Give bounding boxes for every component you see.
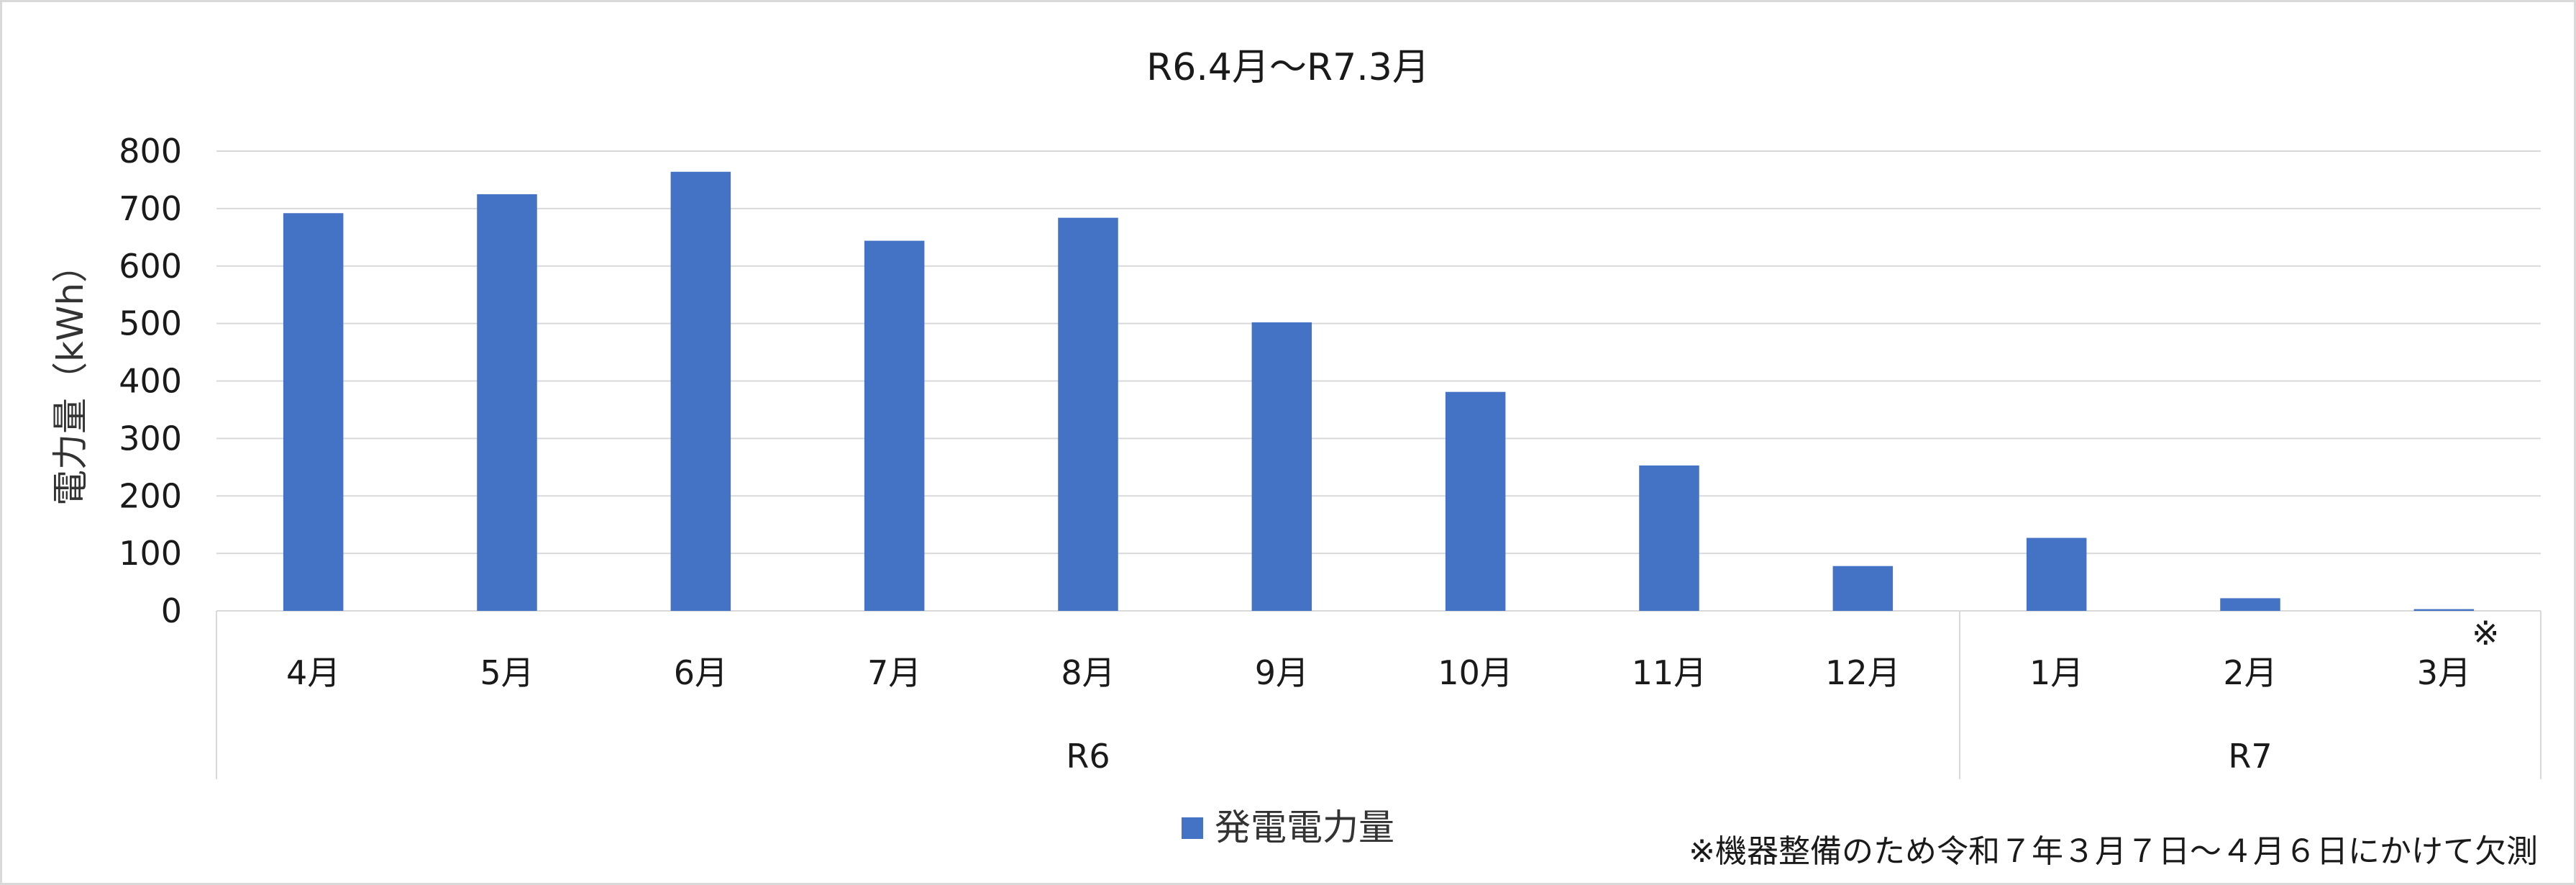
x-tick-label: 8月 (1061, 653, 1115, 692)
y-tick-label: 500 (119, 304, 182, 343)
bar (864, 240, 925, 612)
bar (1251, 322, 1312, 611)
bar (1832, 566, 1894, 611)
legend-label: 発電電力量 (1215, 807, 1394, 848)
bar (283, 213, 344, 611)
bar (2220, 598, 2280, 611)
x-group-label: R7 (2228, 737, 2272, 776)
y-tick-label: 200 (119, 476, 182, 515)
y-tick-label: 0 (161, 591, 182, 630)
chart-title: R6.4月～R7.3月 (1146, 46, 1430, 89)
bar (670, 171, 731, 611)
y-axis-ticks: 0 100 200 300 400 500 600 700 800 (119, 132, 182, 630)
bar (1639, 465, 1699, 611)
x-tick-label: 10月 (1438, 653, 1513, 692)
footnote: ※機器整備のため令和７年３月７日～４月６日にかけて欠測 (1689, 833, 2538, 870)
x-tick-label: 5月 (480, 653, 534, 692)
y-tick-label: 100 (119, 534, 182, 573)
bar (2026, 537, 2087, 611)
bar (2413, 609, 2475, 611)
bar (477, 194, 537, 611)
x-tick-label: 1月 (2029, 653, 2083, 692)
y-tick-label: 600 (119, 247, 182, 286)
x-tick-label: 4月 (286, 653, 340, 692)
gridlines (216, 150, 2541, 612)
bars (283, 171, 2475, 612)
x-group-label: R6 (1066, 737, 1110, 776)
x-axis: 4月 5月 6月 7月 8月 9月 10月 11月 12月 1月 2月 3月 R6 R7 ※ (216, 611, 2541, 779)
x-tick-label: 11月 (1632, 653, 1707, 692)
legend: 発電電力量 (1182, 807, 1394, 848)
x-tick-label: 12月 (1825, 653, 1901, 692)
annotation-mark: ※ (2472, 614, 2500, 653)
y-axis-label: 電力量（kWh） (50, 247, 91, 506)
bar (1058, 217, 1118, 611)
y-tick-label: 700 (119, 189, 182, 228)
y-tick-label: 300 (119, 419, 182, 458)
legend-swatch (1182, 817, 1203, 839)
y-tick-label: 800 (119, 132, 182, 171)
x-tick-label: 3月 (2417, 653, 2471, 692)
x-tick-label: 2月 (2223, 653, 2277, 692)
x-tick-label: 9月 (1255, 653, 1309, 692)
x-tick-label: 6月 (674, 653, 728, 692)
bar (1445, 391, 1506, 611)
x-tick-label: 7月 (867, 653, 921, 692)
y-tick-label: 400 (119, 362, 182, 401)
